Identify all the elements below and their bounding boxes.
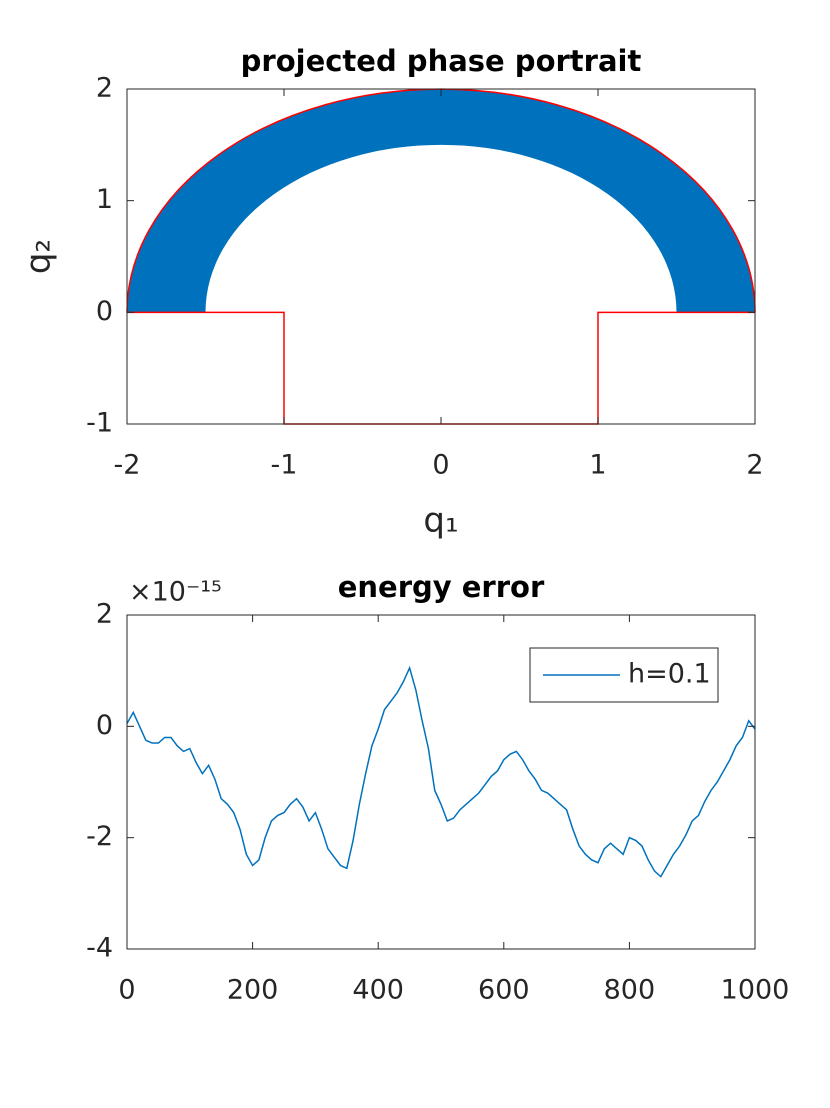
y-tick-label: -4: [86, 933, 113, 964]
x-tick-label: -2: [114, 450, 141, 481]
y-tick-label: 0: [96, 296, 113, 327]
x-tick-label: 0: [118, 975, 135, 1006]
x-tick-label: 600: [478, 975, 530, 1006]
y-tick-label: 0: [96, 710, 113, 741]
chart-title: energy error: [338, 570, 545, 604]
y-tick-label: 2: [96, 73, 113, 104]
y-tick-label: -2: [86, 821, 113, 852]
chart-title: projected phase portrait: [241, 44, 642, 78]
axes-box: [126, 614, 756, 950]
x-axis-label: q₁: [423, 501, 458, 541]
y-tick-label: -1: [86, 408, 113, 439]
boundary-line: [127, 311, 755, 425]
x-tick-label: 800: [604, 975, 656, 1006]
x-tick-label: 0: [432, 450, 449, 481]
y-tick-label: 2: [96, 599, 113, 630]
y-axis-label: q₂: [19, 239, 59, 274]
legend-label: h=0.1: [628, 659, 711, 690]
x-tick-label: 400: [352, 975, 404, 1006]
x-tick-label: 1: [589, 450, 606, 481]
x-tick-label: 2: [746, 450, 763, 481]
x-tick-label: -1: [271, 450, 298, 481]
phase-region: [127, 89, 755, 313]
y-tick-label: 1: [96, 184, 113, 215]
exponent-label: ×10⁻¹⁵: [129, 577, 222, 608]
x-tick-label: 200: [227, 975, 279, 1006]
x-tick-label: 1000: [721, 975, 790, 1006]
series-line: [126, 665, 756, 878]
